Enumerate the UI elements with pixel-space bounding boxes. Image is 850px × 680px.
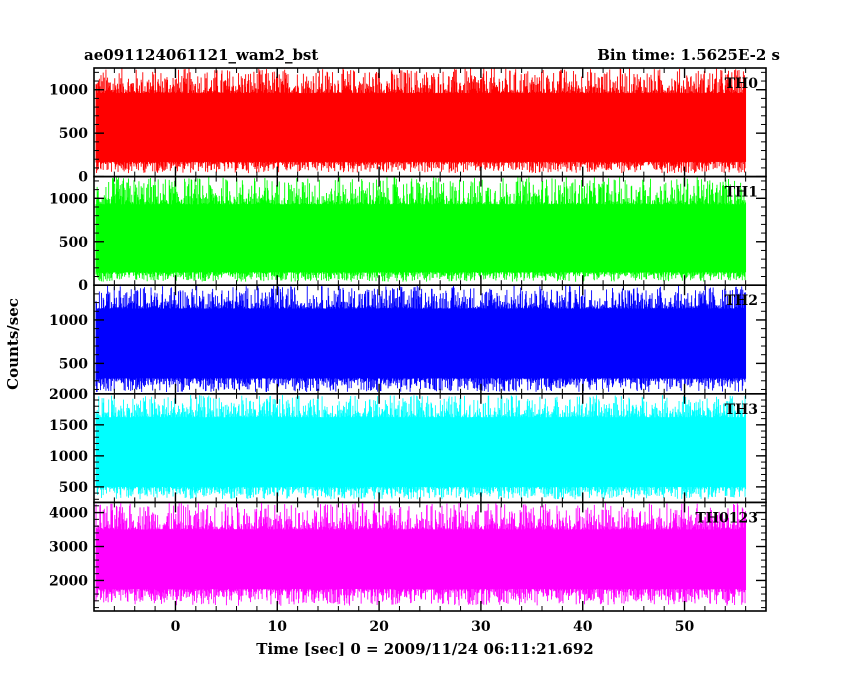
panel-th2: 500 1000 TH2: [49, 284, 767, 395]
panels-group: 0 500 1000 TH0 0 500 1000 TH1 500 1000 TH2 500 1000 1…: [49, 67, 767, 612]
y-tick-label: 4000: [49, 506, 88, 522]
panel-label-th2: TH2: [725, 293, 758, 309]
y-tick-label: 1000: [49, 83, 88, 99]
x-tick-label: 0: [171, 619, 181, 635]
x-axis: 0 10 20 30 40 50: [171, 619, 695, 635]
y-tick-label: 500: [59, 235, 88, 251]
y-tick-label: 0: [78, 170, 88, 186]
chart-title-right: Bin time: 1.5625E-2 s: [597, 46, 780, 64]
x-tick-label: 20: [369, 619, 389, 635]
panel-label-th0123: TH0123: [695, 510, 758, 526]
y-tick-label: 1000: [49, 449, 88, 465]
panel-label-th1: TH1: [725, 185, 758, 201]
y-tick-label: 0: [78, 278, 88, 294]
x-tick-label: 30: [471, 619, 491, 635]
panel-th3: 500 1000 1500 2000 TH3: [49, 387, 767, 504]
x-tick-label: 40: [573, 619, 593, 635]
y-tick-label: 500: [59, 356, 88, 372]
y-tick-label: 500: [59, 480, 88, 496]
y-tick-label: 500: [59, 126, 88, 142]
series-line-th0123: [95, 502, 747, 606]
panel-frame: [93, 501, 767, 612]
y-tick-label: 2000: [49, 387, 88, 403]
series-line-th2: [95, 285, 747, 392]
panel-th0123: 2000 3000 4000 TH0123: [49, 501, 767, 612]
y-tick-label: 3000: [49, 540, 88, 556]
chart-title-left: ae091124061121_wam2_bst: [84, 46, 318, 64]
y-tick-label: 2000: [49, 573, 88, 589]
panel-label-th0: TH0: [725, 76, 759, 92]
panel-label-th3: TH3: [725, 402, 758, 418]
x-axis-label: Time [sec] 0 = 2009/11/24 06:11:21.692: [256, 640, 593, 658]
panel-th1: 0 500 1000 TH1: [49, 175, 767, 294]
x-tick-label: 10: [268, 619, 288, 635]
series-line-th1: [95, 176, 747, 282]
y-tick-label: 1000: [49, 313, 88, 329]
series-line-th3: [95, 395, 747, 500]
series-line-th0: [95, 68, 747, 174]
panel-th0: 0 500 1000 TH0: [49, 67, 767, 186]
y-tick-label: 1000: [49, 191, 88, 207]
y-tick-label: 1500: [49, 418, 88, 434]
y-axis-label: Counts/sec: [4, 298, 22, 390]
x-tick-label: 50: [675, 619, 695, 635]
